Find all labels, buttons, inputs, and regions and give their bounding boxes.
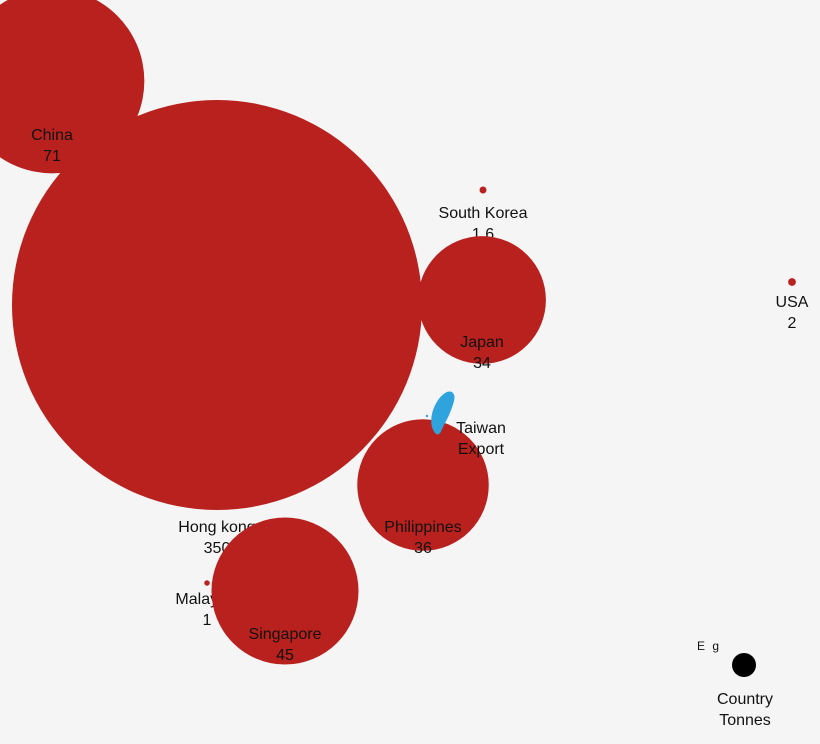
bubble-japan — [418, 236, 546, 364]
bubble-label-japan: Japan — [460, 334, 504, 351]
bubble-label-usa: USA — [776, 294, 809, 311]
origin-label: Taiwan — [456, 420, 506, 437]
bubble-malaysia — [204, 580, 210, 586]
bubble-hong-kong — [12, 100, 422, 510]
bubble-usa — [788, 278, 796, 286]
bubble-label-china: China — [31, 127, 73, 144]
bubble-singapore — [211, 517, 359, 665]
bubble-philippines — [357, 419, 489, 551]
bubble-label-hong-kong: Hong kong — [178, 519, 255, 536]
taiwan-origin: Taiwan Export — [425, 391, 506, 458]
bubble-value-china: 71 — [43, 148, 61, 165]
bubble-value-japan: 34 — [473, 355, 491, 372]
bubble-value-usa: 2 — [788, 315, 797, 332]
bubble-label-singapore: Singapore — [249, 626, 322, 643]
origin-sublabel: Export — [458, 441, 505, 458]
bubble-label-south-korea: South Korea — [439, 205, 528, 222]
bubble-value-philippines: 36 — [414, 540, 432, 557]
legend: E g Country Tonnes — [697, 639, 773, 729]
bubble-south-korea — [479, 186, 487, 194]
bubble-value-singapore: 45 — [276, 647, 294, 664]
legend-dot — [732, 653, 756, 677]
legend-tonnes: Tonnes — [719, 712, 771, 729]
legend-eg: E g — [697, 639, 721, 653]
taiwan-islet-icon — [425, 414, 429, 418]
taiwan-island-icon — [431, 391, 455, 435]
bubble-label-philippines: Philippines — [384, 519, 461, 536]
bubble-value-malaysia: 1 — [203, 612, 212, 629]
legend-country: Country — [717, 691, 773, 708]
bubble-china — [0, 0, 145, 174]
